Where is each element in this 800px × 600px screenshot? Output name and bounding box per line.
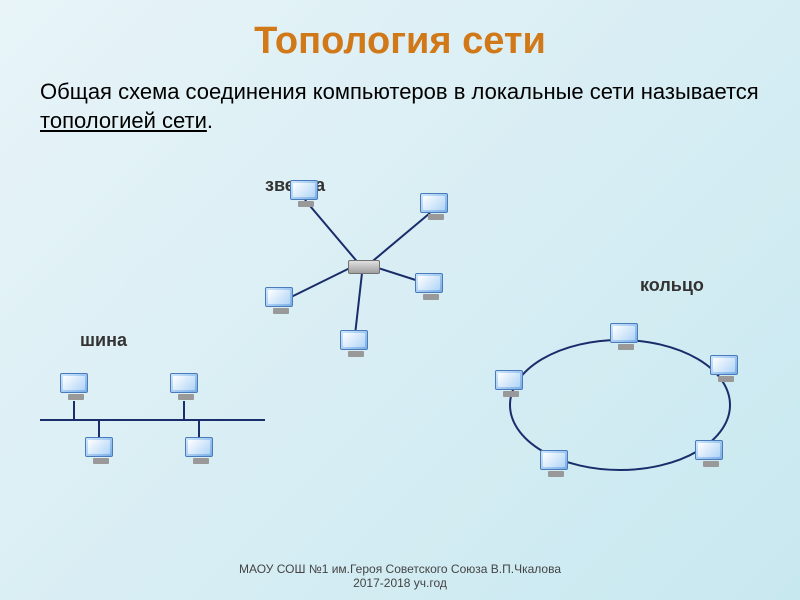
computer-icon	[710, 355, 742, 387]
computer-icon	[170, 373, 202, 405]
footer: МАОУ СОШ №1 им.Героя Советского Союза В.…	[0, 562, 800, 590]
description-term: топологией сети	[40, 108, 207, 133]
computer-icon	[495, 370, 527, 402]
computer-icon	[185, 437, 217, 469]
description-pre: Общая схема соединения компьютеров в лок…	[40, 79, 759, 104]
computer-icon	[420, 193, 452, 225]
bus-label: шина	[80, 330, 127, 351]
star-lines	[0, 155, 800, 555]
computer-icon	[265, 287, 297, 319]
computer-icon	[610, 323, 642, 355]
computer-icon	[85, 437, 117, 469]
computer-icon	[540, 450, 572, 482]
computer-icon	[60, 373, 92, 405]
ring-label: кольцо	[640, 275, 704, 296]
diagram-area: звезда шина кольцо	[0, 155, 800, 555]
bus-lines	[0, 155, 800, 555]
description-post: .	[207, 108, 213, 133]
computer-icon	[415, 273, 447, 305]
computer-icon	[340, 330, 372, 362]
footer-line2: 2017-2018 уч.год	[0, 576, 800, 590]
computer-icon	[695, 440, 727, 472]
page-title: Топология сети	[0, 0, 800, 63]
footer-line1: МАОУ СОШ №1 им.Героя Советского Союза В.…	[0, 562, 800, 576]
computer-icon	[290, 180, 322, 212]
hub-icon	[348, 260, 380, 274]
description: Общая схема соединения компьютеров в лок…	[0, 63, 800, 135]
ring-lines	[0, 155, 800, 555]
